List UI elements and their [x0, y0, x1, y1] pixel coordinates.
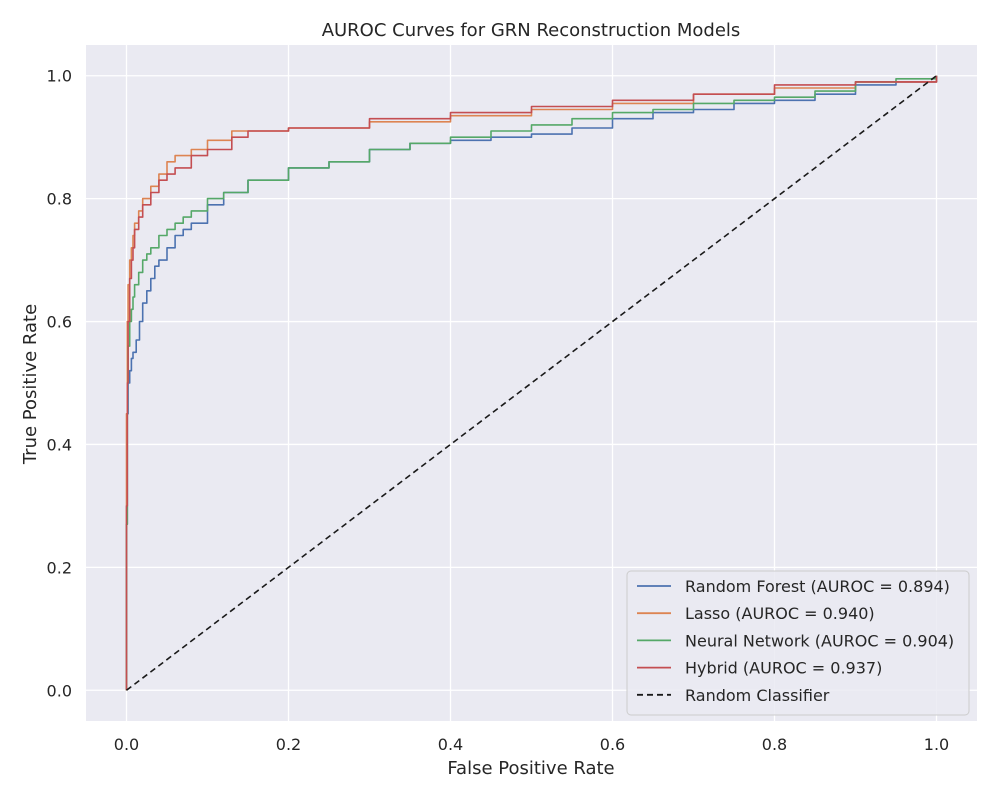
legend-label: Random Classifier — [685, 686, 830, 705]
y-tick-label: 0.6 — [47, 313, 72, 332]
x-tick-label: 0.4 — [438, 735, 463, 754]
y-tick-label: 0.2 — [47, 558, 72, 577]
y-tick-label: 1.0 — [47, 67, 72, 86]
series-line-hybrid — [125, 75, 938, 691]
x-tick-labels: 0.0 0.2 0.4 0.6 0.8 1.0 — [114, 735, 949, 754]
series-layer — [125, 75, 938, 691]
x-tick-label: 0.6 — [600, 735, 625, 754]
x-tick-label: 0.0 — [114, 735, 139, 754]
y-tick-label: 0.0 — [47, 681, 72, 700]
y-tick-label: 0.4 — [47, 435, 72, 454]
legend-label: Random Forest (AUROC = 0.894) — [685, 577, 950, 596]
grid — [86, 45, 977, 721]
y-axis-label: True Positive Rate — [20, 304, 41, 465]
legend-box — [626, 570, 970, 716]
legend-label: Neural Network (AUROC = 0.904) — [685, 631, 954, 650]
x-tick-label: 1.0 — [924, 735, 949, 754]
legend: Random Forest (AUROC = 0.894) Lasso (AURO… — [626, 570, 970, 716]
legend-label: Lasso (AUROC = 0.940) — [685, 604, 875, 623]
y-tick-label: 0.8 — [47, 190, 72, 209]
x-axis-label: False Positive Rate — [447, 758, 614, 779]
series-line-neural-network — [125, 75, 938, 691]
y-tick-labels: 0.0 0.2 0.4 0.6 0.8 1.0 — [47, 67, 72, 701]
chart-title: AUROC Curves for GRN Reconstruction Mode… — [322, 20, 741, 41]
x-tick-label: 0.8 — [762, 735, 787, 754]
legend-label: Hybrid (AUROC = 0.937) — [685, 659, 882, 678]
x-tick-label: 0.2 — [276, 735, 301, 754]
